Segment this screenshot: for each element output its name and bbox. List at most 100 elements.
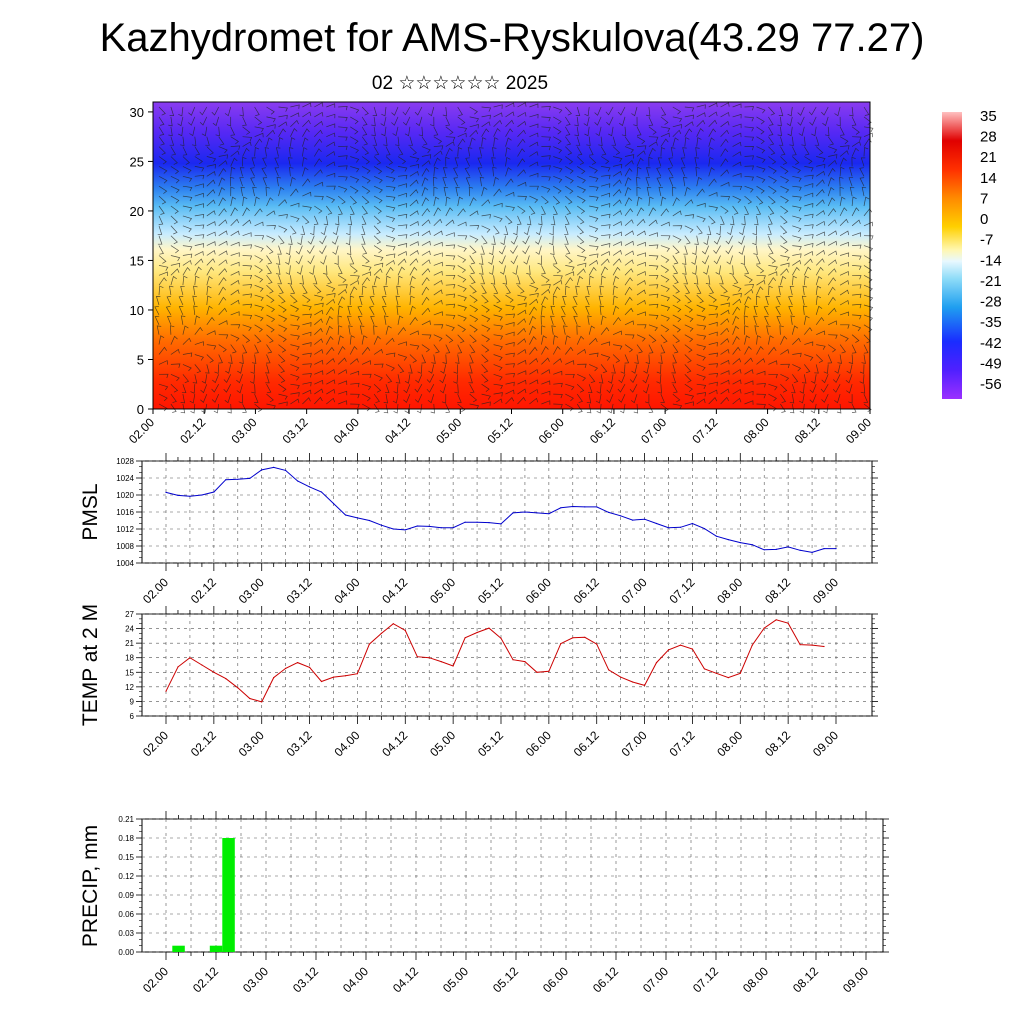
wind-barb [168, 126, 173, 137]
wind-barb [313, 148, 322, 157]
wind-barb [505, 294, 514, 303]
wind-barb [266, 255, 273, 265]
wind-barb [808, 106, 817, 116]
wind-barb [861, 186, 867, 197]
wind-barb [565, 205, 572, 215]
wind-barb [827, 208, 837, 217]
wind-barb [851, 196, 857, 207]
wind-barb [660, 265, 670, 273]
data-point [596, 643, 598, 645]
wind-barb [158, 175, 168, 184]
wind-barb [385, 195, 396, 202]
wind-barb [457, 116, 466, 125]
wind-barb [391, 106, 399, 116]
wind-barb [421, 187, 429, 197]
wind-barb [469, 403, 480, 410]
x-tick-label: 03.12 [290, 964, 321, 995]
wind-barb [397, 203, 408, 208]
wind-barb [606, 116, 614, 126]
wind-barb [852, 314, 862, 320]
x-tick-label: 09.00 [810, 728, 841, 759]
wind-barb [278, 294, 286, 304]
wind-barb [335, 215, 340, 226]
wind-barb [600, 364, 608, 374]
wind-barb [337, 305, 343, 315]
wind-barb [481, 354, 489, 363]
wind-barb [252, 186, 257, 197]
wind-barb [361, 255, 370, 264]
wind-barb [601, 166, 611, 172]
wind-barb [369, 305, 375, 316]
data-point [165, 690, 167, 692]
wind-barb [290, 373, 300, 381]
data-point [165, 491, 167, 493]
wind-barb [780, 166, 789, 175]
wind-barb [414, 393, 423, 403]
wind-barb [385, 259, 395, 266]
wind-barb [385, 266, 394, 276]
wind-barb [541, 205, 546, 215]
wind-barb [338, 155, 348, 160]
wind-barb [409, 275, 416, 286]
wind-barb [492, 166, 497, 177]
wind-barb [242, 207, 250, 217]
wind-barb [505, 373, 515, 378]
wind-barb [433, 241, 443, 247]
wind-barb [190, 384, 196, 394]
wind-barb [290, 285, 296, 295]
wind-barb [480, 275, 485, 285]
wind-barb [814, 136, 820, 146]
wind-barb [631, 364, 638, 374]
wind-barb [397, 213, 408, 219]
wind-barb [720, 129, 730, 137]
wind-barb [493, 354, 503, 361]
wind-barb [589, 253, 599, 258]
x-tick-label: 04.12 [390, 964, 421, 995]
wind-barb [230, 261, 240, 267]
wind-barb [695, 166, 700, 177]
wind-barb [326, 379, 336, 385]
wind-barb [169, 106, 175, 116]
wind-barb [804, 174, 814, 180]
wind-barb [601, 213, 611, 219]
wind-barb [846, 364, 853, 374]
data-point [703, 528, 706, 530]
wind-barb [756, 116, 765, 125]
wind-barb [744, 357, 753, 365]
wind-barb [218, 307, 228, 316]
wind-barb [682, 176, 688, 187]
wind-barb [575, 285, 580, 296]
data-point [261, 469, 263, 471]
wind-barb [302, 389, 312, 395]
wind-barb [372, 285, 377, 296]
wind-barb [505, 322, 515, 327]
wind-barb [505, 389, 515, 395]
wind-barb [589, 175, 599, 182]
data-point [464, 637, 466, 639]
wind-barb [385, 205, 396, 212]
wind-barb [314, 102, 324, 108]
wind-barb [816, 344, 826, 350]
y-axis-label: PRECIP, mm [79, 825, 102, 947]
wind-barb [684, 364, 692, 374]
wind-barb [230, 241, 240, 247]
wind-barb [332, 225, 339, 236]
wind-barb [457, 393, 462, 404]
wind-barb [708, 178, 717, 187]
wind-barb [756, 286, 764, 296]
wind-barb [265, 186, 270, 197]
wind-barb [194, 166, 205, 172]
x-tick-label: 03.12 [284, 575, 315, 606]
x-tick-label: 07.12 [666, 575, 697, 606]
wind-barb [314, 284, 322, 294]
wind-barb [708, 119, 718, 128]
wind-barb [589, 205, 599, 212]
wind-barb [469, 129, 479, 137]
data-point [500, 523, 502, 525]
wind-barb [505, 167, 512, 177]
wind-barb [457, 138, 466, 147]
data-point [320, 491, 323, 493]
wind-barb [266, 124, 276, 129]
wind-barb [180, 136, 185, 147]
wind-barb [266, 197, 274, 207]
